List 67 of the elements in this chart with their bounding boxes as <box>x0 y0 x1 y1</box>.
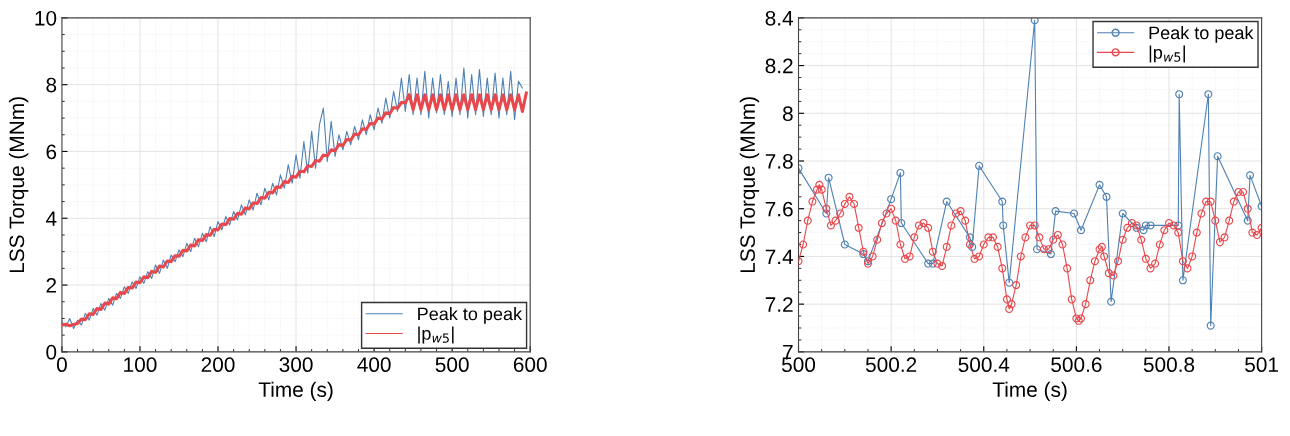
legend-label: Peak to peak <box>1149 26 1254 43</box>
y-tick-label: 7.4 <box>765 249 794 264</box>
point <box>1204 90 1213 99</box>
y-tick-label: 2 <box>46 278 57 293</box>
x-tick-label: 501 <box>1245 357 1278 373</box>
x-tick-label: 0 <box>56 357 67 373</box>
x-tick-label: 300 <box>279 357 313 373</box>
point <box>1175 90 1184 99</box>
x-tick-label: 200 <box>201 357 235 373</box>
y-tick-label: 6 <box>46 144 57 160</box>
point <box>975 161 984 170</box>
y-tick-label: 10 <box>35 10 57 26</box>
x-tick-label: 500.2 <box>865 357 917 373</box>
point <box>1032 245 1042 254</box>
x-tick-label: 100 <box>124 357 157 373</box>
x-tick-label: 500.6 <box>1051 357 1102 373</box>
point <box>1178 276 1187 285</box>
legend-label: Peak to peak <box>418 307 523 324</box>
point <box>1174 221 1183 230</box>
point <box>1243 216 1252 225</box>
point <box>928 259 937 268</box>
point <box>1146 221 1155 230</box>
point <box>1095 180 1104 189</box>
point <box>1118 209 1127 218</box>
point <box>999 221 1008 230</box>
point <box>1141 221 1150 230</box>
x-tick-label: 400 <box>357 357 391 373</box>
point <box>896 168 905 177</box>
point <box>942 197 951 206</box>
legend-label: |p$_{w5}$| <box>418 326 454 344</box>
y-tick-label: 8 <box>46 77 57 93</box>
point <box>1051 207 1060 216</box>
point <box>897 219 906 228</box>
point <box>1102 192 1111 201</box>
point <box>1213 152 1222 161</box>
x-axis-title: Time (s) <box>992 381 1067 402</box>
x-tick-label: 600 <box>513 357 547 373</box>
y-axis-title: LSS Torque (MNm) <box>739 97 760 273</box>
y-tick-label: 7.2 <box>765 297 793 312</box>
point <box>1206 321 1215 330</box>
point <box>840 240 849 249</box>
x-axis-title: Time (s) <box>258 381 333 402</box>
y-tick-label: 7.8 <box>765 154 793 169</box>
x-tick-label: 500.4 <box>958 357 1010 373</box>
y-tick-label: 4 <box>45 211 57 226</box>
point <box>822 209 831 218</box>
legend-label: |p$_{w5}$| <box>1149 45 1185 63</box>
point <box>1046 250 1055 259</box>
y-axis-title: LSS Torque (MNm) <box>8 97 29 273</box>
point <box>1005 278 1014 287</box>
point <box>887 195 896 204</box>
x-tick-label: 500 <box>435 357 469 373</box>
point <box>1139 226 1148 235</box>
point <box>1070 209 1079 218</box>
point <box>1076 226 1086 235</box>
y-tick-label: 8 <box>782 106 793 122</box>
y-tick-label: 0 <box>46 344 57 360</box>
y-tick-label: 8.4 <box>765 10 794 26</box>
point <box>824 173 833 182</box>
x-tick-label: 500.8 <box>1143 357 1195 373</box>
point <box>998 197 1007 206</box>
point <box>1107 297 1116 306</box>
point <box>924 259 933 268</box>
point <box>1246 171 1255 180</box>
y-tick-label: 7.6 <box>765 201 793 217</box>
point <box>965 233 974 242</box>
y-tick-label: 8.2 <box>765 58 793 74</box>
